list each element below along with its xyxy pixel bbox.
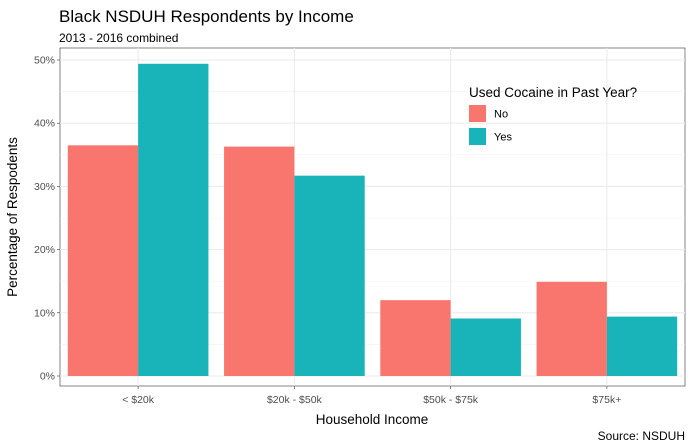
- y-tick-label: 30%: [34, 181, 55, 193]
- y-tick-label: 20%: [34, 244, 55, 256]
- y-axis-title: Percentage of Respodents: [5, 137, 20, 297]
- legend-label-no: No: [494, 109, 508, 121]
- chart-title: Black NSDUH Respondents by Income: [59, 7, 354, 26]
- legend-title: Used Cocaine in Past Year?: [469, 85, 637, 100]
- bars: [67, 63, 678, 377]
- bar-yes-4: [606, 316, 678, 376]
- bar-yes-2: [294, 175, 365, 376]
- caption: Source: NSDUH: [598, 429, 685, 443]
- bar-no-2: [224, 146, 295, 376]
- y-tick-label: 0%: [40, 371, 55, 383]
- legend-label-yes: Yes: [494, 132, 512, 144]
- bar-no-1: [67, 145, 139, 376]
- bar-no-3: [380, 300, 451, 376]
- y-tick-label: 50%: [34, 55, 55, 67]
- x-axis-ticks: < $20k $20k - $50k $50k - $75k $75k+: [122, 386, 621, 406]
- x-tick-label: < $20k: [122, 394, 155, 406]
- bar-no-4: [536, 281, 607, 376]
- bar-yes-3: [450, 318, 521, 376]
- x-tick-label: $50k - $75k: [423, 394, 479, 406]
- x-tick-label: $20k - $50k: [267, 394, 323, 406]
- bar-yes-1: [138, 63, 209, 377]
- legend-key-yes: [469, 128, 486, 145]
- legend-key-no: [469, 105, 486, 122]
- x-tick-label: $75k+: [592, 394, 621, 406]
- chart-subtitle: 2013 - 2016 combined: [59, 31, 178, 45]
- y-tick-label: 40%: [34, 118, 55, 130]
- legend: Used Cocaine in Past Year? No Yes: [469, 85, 637, 145]
- y-axis-ticks: 0% 10% 20% 30% 40% 50%: [34, 55, 60, 383]
- y-tick-label: 10%: [34, 307, 55, 319]
- x-axis-title: Household Income: [316, 412, 429, 427]
